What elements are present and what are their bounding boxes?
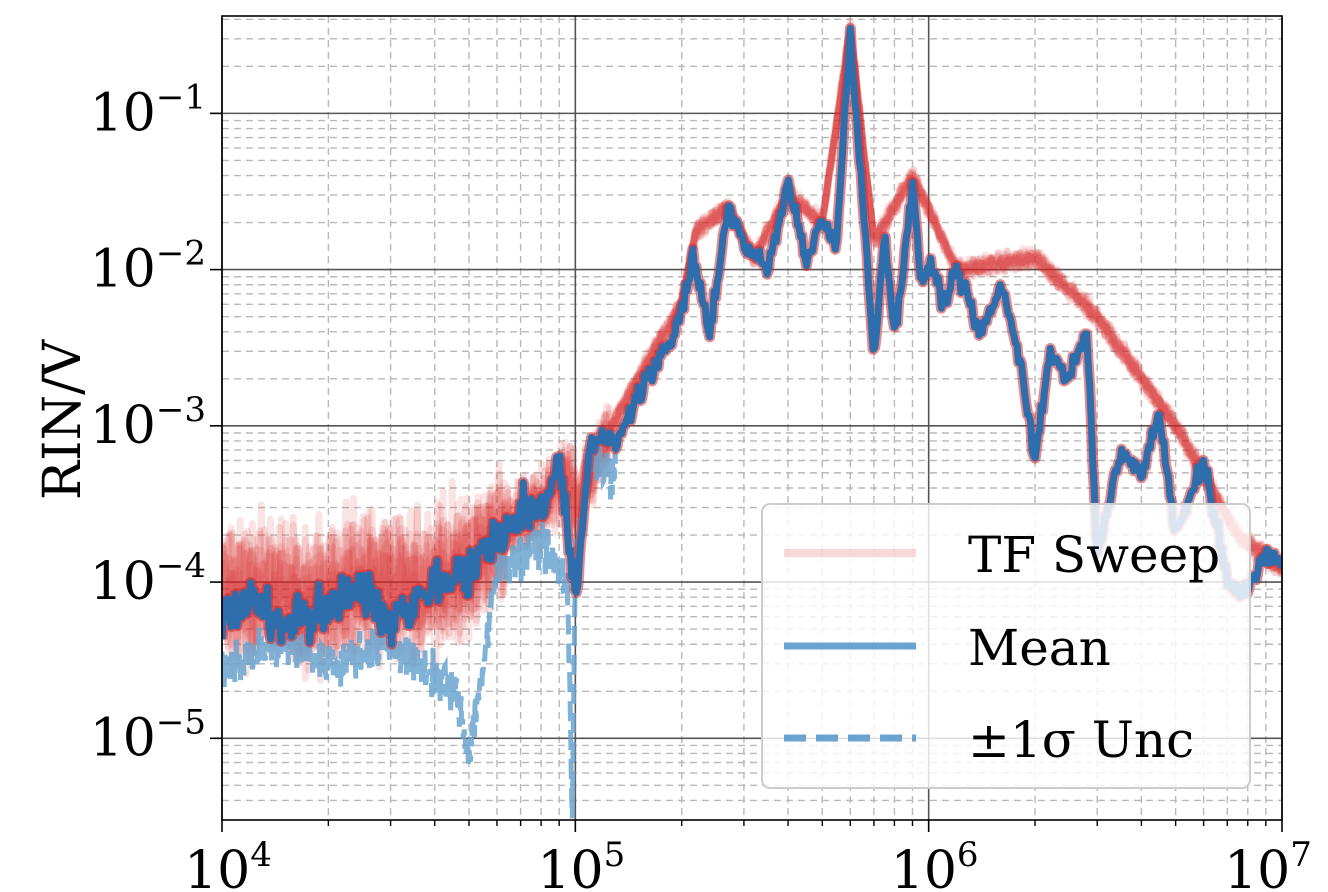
x-tick-label: 105	[537, 835, 625, 892]
axis-ticks	[210, 112, 1283, 832]
y-tick-label: 10−1	[90, 77, 206, 143]
legend-label-tf-sweep: TF Sweep	[968, 526, 1220, 584]
x-tick-label: 106	[891, 835, 979, 892]
y-tick-label: 10−2	[90, 234, 206, 300]
plot-frame	[221, 15, 1283, 821]
minor-grid	[222, 16, 1282, 820]
y-axis-label: RIN/V	[33, 338, 93, 500]
legend: TF Sweep Mean ±1σ Unc	[761, 503, 1251, 789]
series-layer	[222, 18, 1282, 819]
x-tick-label: 107	[1224, 835, 1312, 892]
legend-box	[761, 503, 1251, 789]
x-tick-label: 104	[184, 835, 272, 892]
legend-label-mean: Mean	[968, 619, 1111, 677]
y-tick-label: 10−3	[90, 390, 206, 456]
tick-labels: 104 105 106 107 10−5 10−4 10−3 10−2 10−1	[90, 77, 1312, 892]
unc-band-line	[222, 441, 619, 819]
legend-label-unc: ±1σ Unc	[968, 711, 1194, 769]
y-tick-label: 10−5	[90, 702, 206, 768]
y-tick-label: 10−4	[90, 546, 206, 612]
